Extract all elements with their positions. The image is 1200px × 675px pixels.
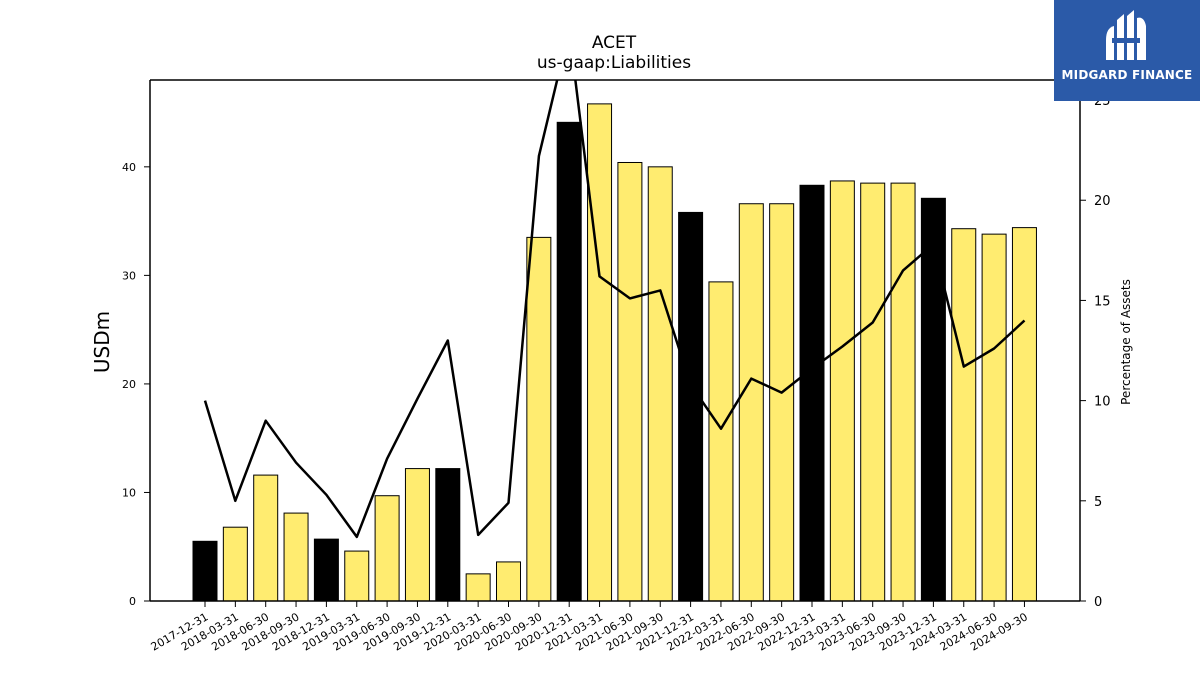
bar-2018-09-30 [283, 512, 309, 602]
bar-2023-12-31 [920, 197, 946, 602]
bar-2021-03-31 [587, 103, 613, 602]
chart-subtitle: us-gaap:Liabilities [537, 53, 691, 73]
bar-2019-12-31 [435, 468, 461, 602]
bar-2019-09-30 [404, 468, 430, 602]
bar-2024-06-30 [981, 233, 1007, 602]
chart-title: ACET [592, 33, 637, 53]
bar-2019-03-31 [344, 550, 370, 602]
ytick-label: 20 [122, 378, 136, 391]
ytick-label: 30 [122, 269, 136, 282]
bar-2021-12-31 [678, 211, 704, 602]
bar-2017-12-31 [192, 540, 218, 602]
ytick-label: 10 [122, 486, 136, 499]
ytick-right-label: 0 [1094, 595, 1102, 610]
bars-group [192, 103, 1037, 602]
bar-2023-09-30 [890, 182, 916, 602]
bar-2022-03-31 [708, 281, 734, 602]
bar-2022-12-31 [799, 184, 825, 602]
bar-2023-03-31 [829, 180, 855, 602]
bar-2020-06-30 [496, 561, 521, 602]
bar-2019-06-30 [374, 495, 400, 602]
line-group [203, 80, 1026, 539]
logo-text: MIDGARD FINANCE [1061, 68, 1193, 82]
midgard-logo: MIDGARD FINANCE [1054, 0, 1200, 101]
percentage-line [203, 80, 1026, 539]
bar-2018-06-30 [253, 474, 279, 602]
bar-2023-06-30 [860, 182, 886, 602]
bar-2021-09-30 [647, 166, 673, 602]
bar-2021-06-30 [617, 161, 643, 602]
ytick-right-label: 5 [1094, 495, 1102, 510]
bar-2018-03-31 [222, 526, 248, 602]
bar-2020-09-30 [526, 236, 552, 602]
bar-2022-09-30 [769, 203, 795, 602]
y-axis-label-right: Percentage of Assets [1119, 279, 1133, 405]
ytick-label: 40 [122, 161, 136, 174]
bar-2020-12-31 [556, 121, 582, 602]
bar-2024-03-31 [951, 228, 977, 602]
bar-2018-12-31 [313, 538, 339, 602]
bar-2024-09-30 [1011, 227, 1037, 602]
ytick-label: 0 [129, 595, 136, 608]
logo-mark-icon [1106, 10, 1146, 61]
bar-2020-03-31 [465, 573, 491, 602]
ytick-right-label: 10 [1094, 395, 1111, 410]
ytick-right-label: 15 [1094, 294, 1111, 309]
bar-2022-06-30 [738, 203, 764, 602]
ytick-right-label: 20 [1094, 194, 1111, 209]
y-axis-label: USDm [90, 311, 114, 373]
